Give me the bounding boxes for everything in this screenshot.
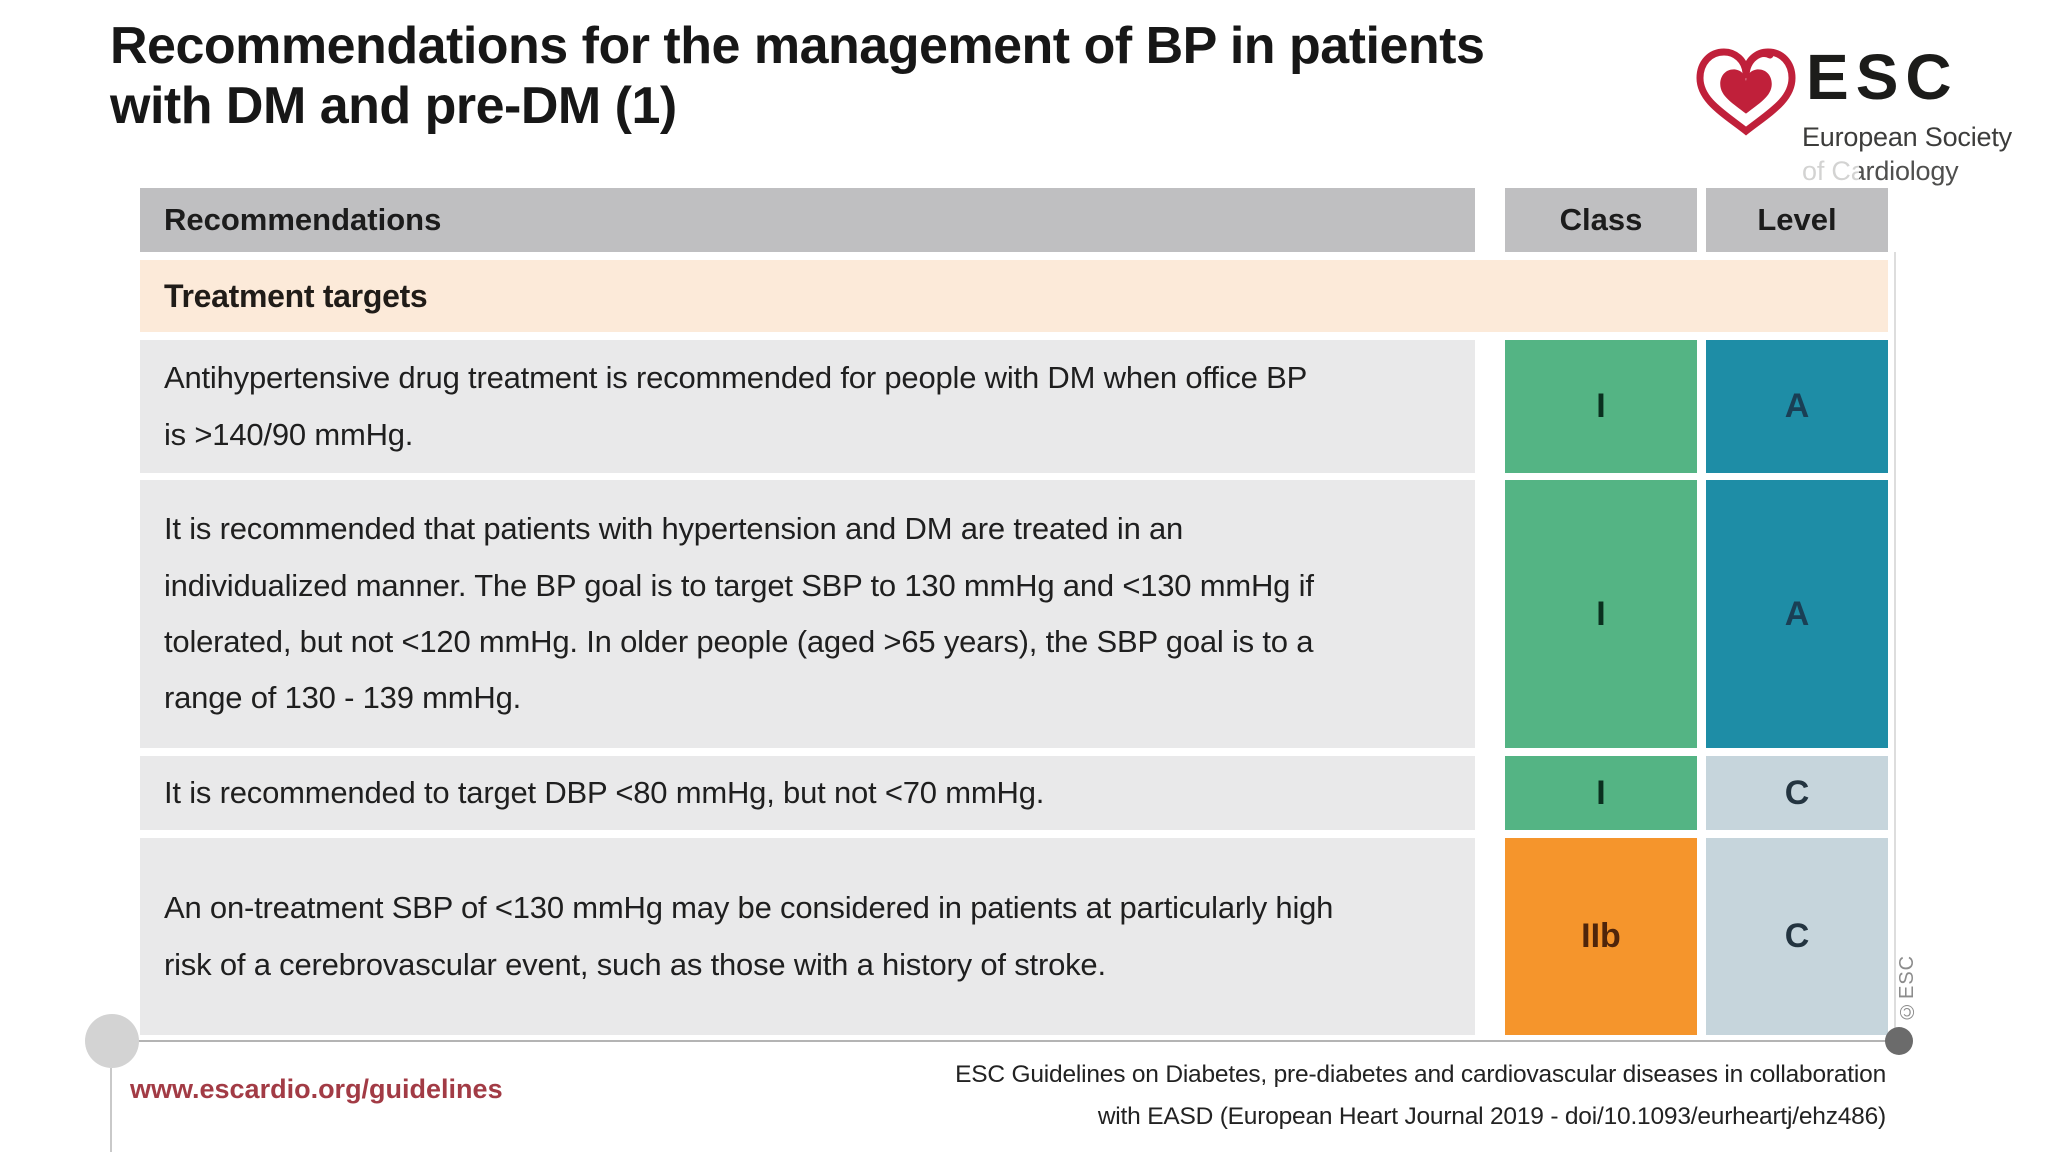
- esc-logo-text: ESC: [1806, 41, 1959, 113]
- title-line-1: Recommendations for the management of BP…: [110, 17, 1485, 75]
- reference-line-2: with EASD (European Heart Journal 2019 -…: [1097, 1103, 1886, 1131]
- table-header-row: Recommendations Class Level: [140, 188, 1888, 252]
- section-header-row: Treatment targets: [140, 260, 1888, 332]
- title-line-2: with DM and pre-DM (1): [110, 77, 677, 135]
- esc-heart-icon: [1696, 48, 1796, 136]
- recommendation-cell: It is recommended to target DBP <80 mmHg…: [140, 756, 1475, 830]
- right-decorative-circle: [1885, 1027, 1913, 1055]
- class-cell: I: [1505, 340, 1697, 473]
- esc-copyright-vertical: ©ESC: [1896, 954, 1918, 1022]
- recommendation-text: It is recommended that patients with hyp…: [164, 511, 1314, 716]
- recommendations-table: Recommendations Class Level Treatment ta…: [140, 188, 1888, 1035]
- reference-text: ESC Guidelines on Diabetes, pre-diabetes…: [955, 1054, 1886, 1138]
- left-decorative-circle: [85, 1014, 139, 1068]
- esc-logo-subtitle-1: European Society: [1802, 122, 2012, 152]
- reference-line-1: ESC Guidelines on Diabetes, pre-diabetes…: [955, 1061, 1886, 1088]
- table-row: Antihypertensive drug treatment is recom…: [140, 340, 1888, 473]
- class-cell: IIb: [1505, 838, 1697, 1035]
- recommendation-text: An on-treatment SBP of <130 mmHg may be …: [164, 890, 1334, 982]
- table-row: It is recommended to target DBP <80 mmHg…: [140, 756, 1888, 830]
- recommendation-cell: An on-treatment SBP of <130 mmHg may be …: [140, 838, 1475, 1035]
- recommendation-cell: Antihypertensive drug treatment is recom…: [140, 340, 1475, 473]
- header-class: Class: [1505, 188, 1697, 252]
- bottom-divider-line: [138, 1040, 1888, 1042]
- left-border-line: [110, 1068, 112, 1152]
- section-header-label: Treatment targets: [164, 277, 428, 314]
- table-row: It is recommended that patients with hyp…: [140, 480, 1888, 748]
- right-border-line: [1894, 252, 1896, 1032]
- header-recommendations: Recommendations: [140, 188, 1475, 252]
- recommendation-text: It is recommended to target DBP <80 mmHg…: [164, 774, 1045, 810]
- level-cell: A: [1706, 340, 1888, 473]
- guidelines-url-link[interactable]: www.escardio.org/guidelines: [130, 1074, 503, 1104]
- level-cell: C: [1706, 838, 1888, 1035]
- level-cell: A: [1706, 480, 1888, 748]
- table-row: An on-treatment SBP of <130 mmHg may be …: [140, 838, 1888, 1035]
- recommendation-cell: It is recommended that patients with hyp…: [140, 480, 1475, 748]
- recommendation-text: Antihypertensive drug treatment is recom…: [164, 360, 1307, 452]
- header-level: Level: [1706, 188, 1888, 252]
- class-cell: I: [1505, 480, 1697, 748]
- level-cell: C: [1706, 756, 1888, 830]
- class-cell: I: [1505, 756, 1697, 830]
- page-title: Recommendations for the management of BP…: [110, 16, 1690, 136]
